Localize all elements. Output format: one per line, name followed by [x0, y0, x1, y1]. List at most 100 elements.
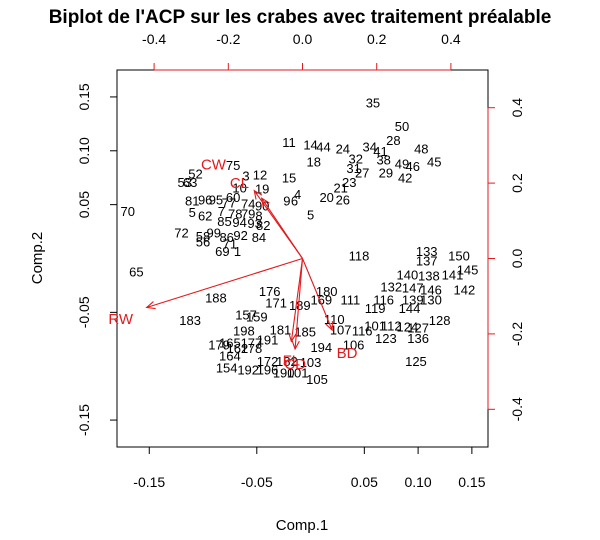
- observation-label: 144: [399, 301, 421, 316]
- observation-label: 118: [349, 248, 370, 263]
- variable-arrow: [261, 197, 303, 259]
- observation-label: 162: [227, 341, 249, 356]
- observation-label: 29: [379, 165, 393, 180]
- observation-label: 142: [453, 283, 475, 298]
- variable-arrowhead: [291, 340, 300, 351]
- x-tick-label: 0.05: [351, 474, 378, 490]
- variable-arrowhead: [288, 332, 297, 343]
- variable-arrow: [301, 258, 333, 331]
- bottom-axis: -0.15 -0.05 0.05 0.10 0.15: [133, 446, 486, 490]
- observation-label: 196: [257, 362, 279, 377]
- right-tick-label: 0.4: [509, 98, 525, 118]
- observation-label: 84: [252, 230, 266, 245]
- observation-label: 26: [336, 192, 350, 207]
- x-tick-label: 0.10: [404, 474, 431, 490]
- observation-label: 116: [373, 292, 394, 307]
- observation-label: 176: [259, 284, 281, 299]
- top-tick-label: -0.2: [216, 31, 240, 47]
- x-tick-label: -0.15: [133, 474, 165, 490]
- left-axis: -0.15 -0.05 0.05 0.10 0.15: [76, 83, 118, 436]
- observation-label: 103: [300, 355, 322, 370]
- observation-label: 130: [420, 292, 442, 307]
- variable-label: CW: [201, 156, 227, 173]
- observation-label: 92: [233, 228, 247, 243]
- observation-label: 172: [257, 354, 279, 369]
- observation-label: 74: [241, 197, 255, 212]
- observation-label: 165: [219, 336, 241, 351]
- observation-label: 124: [396, 319, 418, 334]
- observation-label: 194: [310, 340, 332, 355]
- observation-label: 137: [416, 254, 438, 269]
- observation-label: 192: [237, 362, 259, 377]
- observation-label: 189: [289, 298, 311, 313]
- top-tick-label: 0.2: [367, 31, 387, 47]
- observation-label: 28: [386, 133, 400, 148]
- observation-label: 164: [219, 348, 241, 363]
- observation-label: 81: [185, 193, 199, 208]
- right-tick-label: -0.4: [509, 397, 525, 421]
- top-axis: -0.4 -0.2 0.0 0.2 0.4: [142, 31, 461, 71]
- observation-label: 191: [257, 332, 279, 347]
- observation-label: 146: [420, 283, 442, 298]
- observation-label: 38: [376, 152, 390, 167]
- observation-label: 14: [303, 137, 317, 152]
- observation-label: 94: [232, 215, 246, 230]
- observation-label: 75: [226, 158, 240, 173]
- observation-label: 95: [209, 192, 223, 207]
- observation-label: 99: [207, 226, 221, 241]
- observation-label: 127: [407, 320, 429, 335]
- x-axis-title: Comp.1: [276, 517, 329, 534]
- observation-label: 7: [218, 204, 225, 219]
- observation-label: 9: [283, 193, 290, 208]
- y-tick-label: -0.05: [76, 296, 92, 328]
- observation-label: 179: [208, 338, 230, 353]
- observation-label: 18: [307, 155, 321, 170]
- observation-label: 45: [427, 155, 441, 170]
- observation-label: 12: [253, 167, 267, 182]
- observation-label: 41: [373, 144, 387, 159]
- observation-label: 15: [282, 171, 296, 186]
- top-tick-label: 0.0: [293, 31, 313, 47]
- observation-label: 10: [232, 180, 246, 195]
- observation-label: 96: [198, 192, 212, 207]
- observation-label: 1: [234, 244, 241, 259]
- y-axis-title: Comp.2: [29, 232, 46, 285]
- observation-label: 139: [402, 292, 424, 307]
- observation-label: 50: [395, 119, 409, 134]
- variable-label: CD: [284, 356, 306, 373]
- observation-label: 21: [333, 180, 347, 195]
- right-axis: -0.4 -0.2 0.0 0.2 0.4: [487, 98, 525, 421]
- chart-title: Biplot de l'ACP sur les crabes avec trai…: [49, 7, 552, 28]
- observation-label: 35: [366, 95, 380, 110]
- observation-label: 24: [336, 142, 350, 157]
- observation-label: 5: [307, 207, 314, 222]
- right-tick-label: -0.2: [509, 322, 525, 346]
- observation-label: 177: [241, 336, 263, 351]
- variable-arrow: [290, 258, 304, 342]
- observation-label: 85: [217, 214, 231, 229]
- observation-label: 183: [179, 313, 201, 328]
- observation-label: 107: [330, 323, 352, 338]
- observation-label: 46: [405, 159, 419, 174]
- observation-label: 77: [222, 195, 236, 210]
- observation-label: 169: [310, 292, 332, 307]
- observation-label: 79: [241, 206, 255, 221]
- observation-label: 93: [247, 216, 261, 231]
- observation-label: 185: [294, 325, 316, 340]
- observation-label: 4: [294, 187, 301, 202]
- observation-label: 90: [255, 199, 269, 214]
- variable-arrow: [294, 258, 304, 350]
- observation-label: 198: [233, 324, 255, 339]
- observation-label: 60: [226, 190, 240, 205]
- observation-label: 111: [340, 292, 360, 307]
- x-tick-label: -0.05: [241, 474, 273, 490]
- observation-label: 145: [457, 262, 479, 277]
- observation-label: 5: [189, 205, 196, 220]
- observation-label: 147: [402, 281, 424, 296]
- observation-label: 132: [380, 280, 402, 295]
- y-tick-label: 0.15: [76, 83, 92, 110]
- observation-label: 157: [235, 308, 257, 323]
- observation-label: 42: [398, 171, 412, 186]
